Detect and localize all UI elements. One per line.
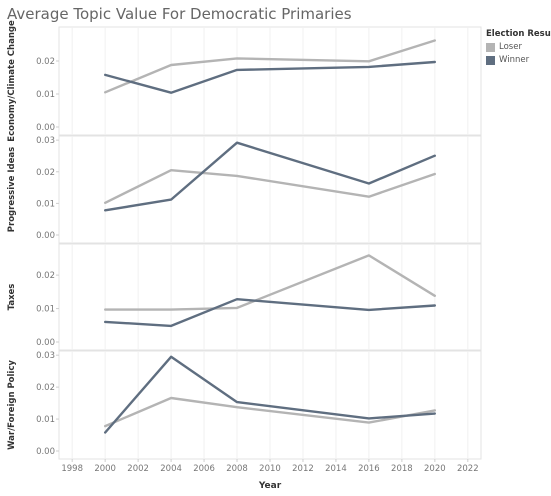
- x-tick-label: 2016: [358, 464, 380, 474]
- x-tick-label: 2022: [457, 464, 479, 474]
- series-line-loser: [103, 396, 436, 428]
- y-axis-title: Progressive Ideas: [7, 147, 17, 232]
- y-tick-label: 0.03: [36, 136, 55, 146]
- y-tick-label: 0.02: [36, 383, 55, 393]
- y-tick-label: 0.00: [36, 338, 55, 348]
- x-tick-label: 2010: [259, 464, 281, 474]
- legend-label-loser: Loser: [499, 42, 522, 52]
- series-line-winner: [103, 298, 436, 328]
- legend-swatch-loser: [486, 42, 495, 52]
- y-tick-label: 0.01: [36, 199, 55, 209]
- legend-label-winner: Winner: [499, 55, 530, 65]
- x-tick-label: 2020: [424, 464, 446, 474]
- x-tick-label: 2002: [127, 464, 149, 474]
- x-tick-label: 2000: [94, 464, 116, 474]
- x-tick-label: 2008: [226, 464, 248, 474]
- y-tick-label: 0.00: [36, 123, 55, 133]
- y-tick-label: 0.01: [36, 305, 55, 315]
- y-tick-label: 0.01: [36, 90, 55, 100]
- series-line-winner: [103, 60, 436, 94]
- x-tick-label: 2014: [325, 464, 347, 474]
- x-axis-title: Year: [258, 481, 282, 491]
- y-tick-label: 0.02: [36, 168, 55, 178]
- y-axis-title: War/Foreign Policy: [7, 360, 17, 450]
- y-tick-label: 0.01: [36, 415, 55, 425]
- series-line-winner: [103, 355, 436, 434]
- y-tick-label: 0.00: [36, 231, 55, 241]
- y-tick-label: 0.03: [36, 351, 55, 361]
- y-tick-label: 0.02: [36, 57, 55, 67]
- series-line-winner: [103, 141, 436, 212]
- legend-title: Election Result: [486, 29, 551, 39]
- x-tick-label: 2006: [193, 464, 215, 474]
- y-tick-label: 0.00: [36, 447, 55, 457]
- legend-swatch-winner: [486, 55, 495, 65]
- legend-item-winner[interactable]: Winner: [486, 55, 551, 65]
- series-line-loser: [103, 168, 436, 205]
- y-tick-label: 0.02: [36, 271, 55, 281]
- x-tick-label: 2004: [160, 464, 182, 474]
- x-tick-label: 1998: [61, 464, 83, 474]
- legend[interactable]: Election Result Loser Winner: [486, 29, 551, 68]
- x-tick-label: 2018: [391, 464, 413, 474]
- legend-item-loser[interactable]: Loser: [486, 42, 551, 52]
- series-line-loser: [103, 39, 436, 94]
- series-line-loser: [103, 254, 436, 311]
- chart-title: Average Topic Value For Democratic Prima…: [7, 5, 352, 23]
- x-tick-label: 2012: [292, 464, 314, 474]
- y-axis-title: Taxes: [7, 284, 17, 311]
- y-axis-title: Economy/Climate Change: [7, 20, 17, 142]
